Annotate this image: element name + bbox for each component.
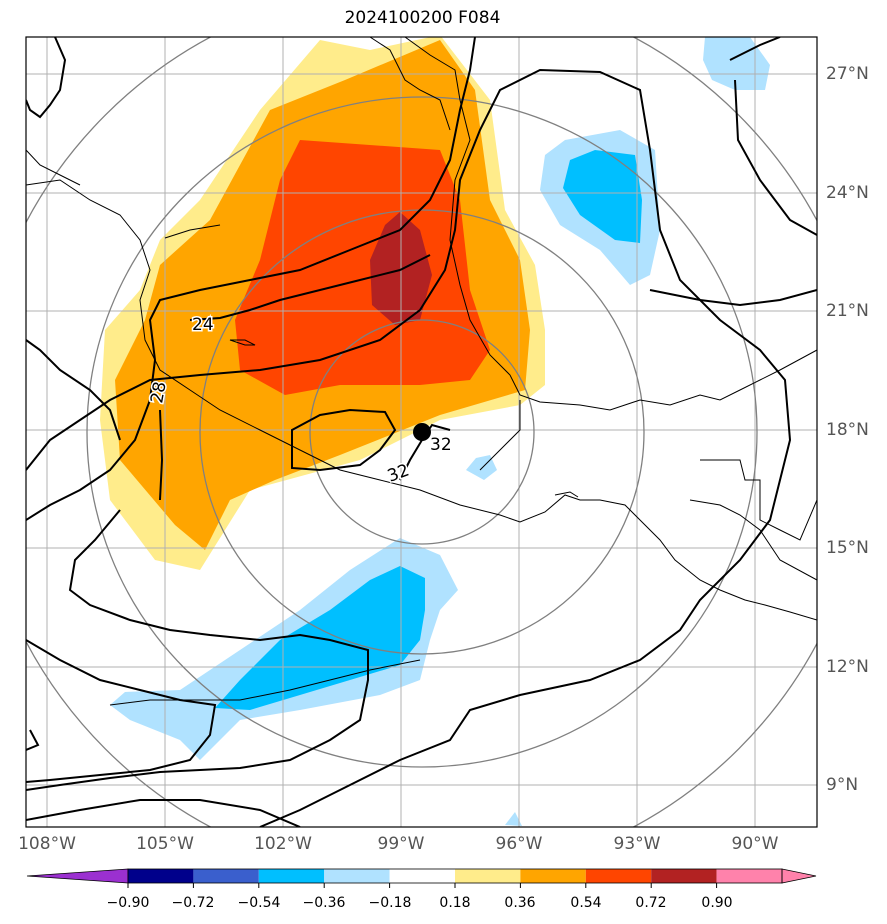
colorbar-bin: [324, 869, 390, 883]
lon-label: 105°W: [136, 834, 194, 854]
colorbar-tick-label: 0.54: [570, 895, 602, 911]
colorbar-extend-low: [26, 868, 129, 884]
colorbar-bin: [193, 869, 259, 883]
lat-label: 21°N: [826, 301, 869, 321]
anomaly-fill-neg018-bottom: [505, 812, 522, 826]
contour-label-32-east: 32: [430, 435, 452, 455]
map-frame: [25, 36, 818, 828]
range-rings: [26, 37, 817, 827]
colorbar-tick-label: −0.54: [237, 895, 281, 911]
lon-label: 90°W: [731, 834, 779, 854]
lon-label: 96°W: [495, 834, 543, 854]
colorbar-bin: [716, 869, 782, 883]
contour-label-24: 24: [192, 315, 214, 335]
colorbar: [26, 868, 817, 888]
colorbar-tick-label: −0.18: [368, 895, 412, 911]
colorbar-bin: [128, 869, 194, 883]
map-title: 2024100200 F084: [344, 8, 501, 28]
colorbar-tick-label: −0.90: [106, 895, 150, 911]
lon-label: 108°W: [18, 834, 76, 854]
lon-label: 102°W: [254, 834, 312, 854]
lat-label: 24°N: [826, 183, 869, 203]
anomaly-fill-neg036-east: [563, 150, 642, 243]
colorbar-tick-label: 0.72: [635, 895, 667, 911]
storm-center-marker: [413, 423, 431, 441]
colorbar-bin: [585, 869, 652, 883]
colorbar-bin: [389, 869, 455, 883]
lat-label: 18°N: [826, 420, 869, 440]
lat-label: 27°N: [826, 64, 869, 84]
colorbar-extend-high: [781, 868, 817, 884]
lat-label: 12°N: [826, 657, 869, 677]
colorbar-bin: [520, 869, 586, 883]
colorbar-bin: [651, 869, 717, 883]
contour-label-28: 28: [147, 380, 170, 405]
colorbar-tick-label: −0.36: [302, 895, 346, 911]
lon-label: 99°W: [377, 834, 425, 854]
anomaly-fill-neg018-ne: [703, 37, 770, 90]
colorbar-bin: [258, 869, 325, 883]
colorbar-bin: [455, 869, 521, 883]
colorbar-tick-label: 0.36: [504, 895, 536, 911]
colorbar-tick-label: 0.18: [439, 895, 471, 911]
lon-label: 93°W: [613, 834, 661, 854]
colorbar-tick-label: −0.72: [171, 895, 215, 911]
lat-label: 15°N: [826, 538, 869, 558]
lat-label: 9°N: [826, 775, 859, 795]
colorbar-tick-label: 0.90: [701, 895, 733, 911]
coastlines: [26, 37, 817, 706]
height-contours: [26, 37, 817, 827]
